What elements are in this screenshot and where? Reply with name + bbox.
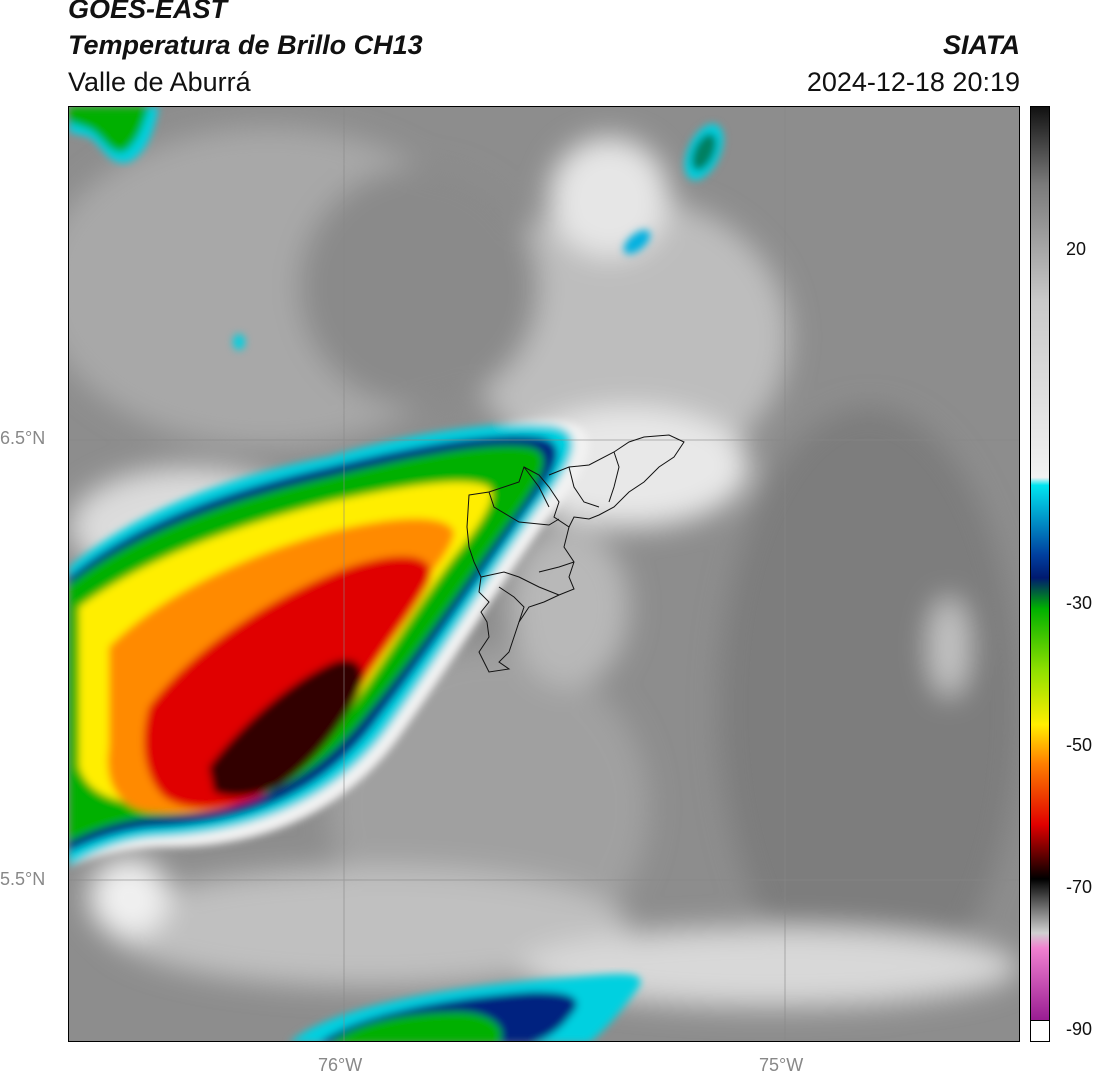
lon-label-75: 75°W xyxy=(759,1055,804,1075)
cloud-cell-northwest xyxy=(69,107,159,163)
colorbar-tick-minus50: -50 xyxy=(1066,735,1093,755)
colorbar-tick-minus70: -70 xyxy=(1066,877,1093,897)
municipal-boundaries xyxy=(466,434,685,673)
map-canvas xyxy=(69,107,1019,1041)
region-name: Valle de Aburrá xyxy=(68,67,251,97)
lat-label-6-5: 6.5°N xyxy=(0,428,46,448)
colorbar-tick-minus90: -90 xyxy=(1066,1019,1093,1039)
product-title: Temperatura de Brillo CH13 xyxy=(68,30,423,60)
satellite-map[interactable] xyxy=(68,106,1020,1042)
small-cells xyxy=(233,123,724,350)
colorbar-tick-20: 20 xyxy=(1066,239,1087,259)
timestamp: 2024-12-18 20:19 xyxy=(806,67,1020,97)
lat-label-5-5: 5.5°N xyxy=(0,869,46,889)
cloud-cell-south xyxy=(291,974,641,1041)
colorbar-under-cap xyxy=(1031,1020,1049,1041)
organization-name: SIATA xyxy=(943,30,1020,60)
lon-label-76: 76°W xyxy=(318,1055,363,1075)
colorbar xyxy=(1030,106,1050,1042)
colorbar-tick-minus30: -30 xyxy=(1066,593,1093,613)
graticule xyxy=(69,107,1019,1041)
satellite-name: GOES-EAST xyxy=(68,0,228,24)
storm-system xyxy=(69,421,589,867)
